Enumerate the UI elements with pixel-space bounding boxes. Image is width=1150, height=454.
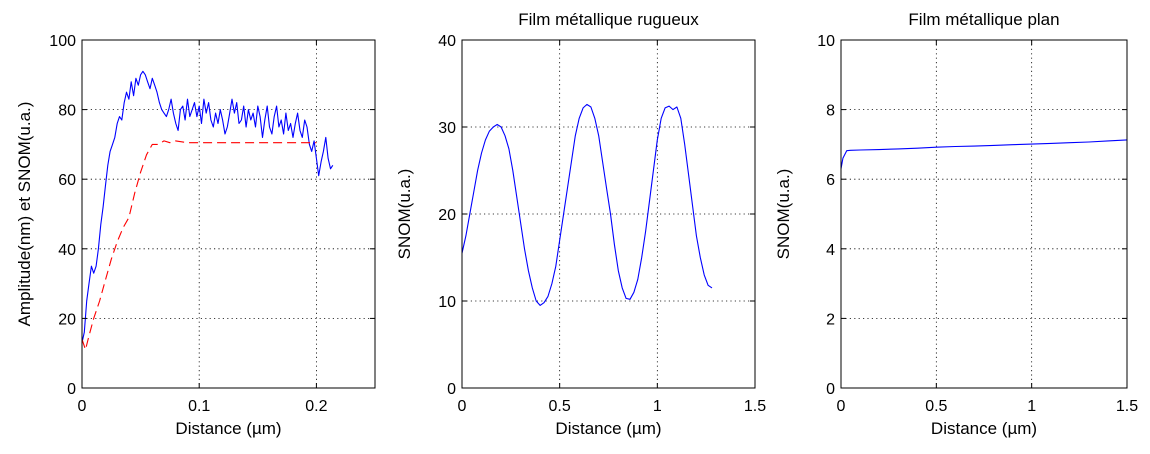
y-tick-label: 0 [67,381,76,398]
chart-panel-3: 0 0.5 1 1.5 0 2 4 6 8 10 Distance (µm) SNOM(u.a.) Fi… [774,10,1138,438]
x-axis-label: Distance (µm) [931,419,1037,438]
x-tick-label: 0.5 [549,398,571,415]
series-line-1 [81,70,334,343]
plot-frame [81,39,376,389]
y-tick-label: 10 [817,33,835,50]
y-tick-label: 0 [826,381,835,398]
x-tick-label: 0.1 [188,398,210,415]
y-tick-label: 4 [826,242,835,259]
x-axis-label: Distance (µm) [175,419,281,438]
series-line-1 [840,139,1128,169]
y-tick-label: 10 [438,294,456,311]
x-tick-label: 0 [458,398,467,415]
chart-title: Film métallique plan [908,10,1059,29]
y-tick-label: 6 [826,172,835,189]
x-tick-label: 0 [78,398,87,415]
y-tick-label: 20 [438,207,456,224]
y-axis-label: Amplitude(nm) et SNOM(u.a.) [15,102,34,327]
series-line-1 [461,103,713,306]
x-axis-label: Distance (µm) [555,419,661,438]
y-tick-label: 8 [826,103,835,120]
y-tick-label: 40 [58,242,76,259]
series-line-2 [81,140,317,351]
chart-panel-2: 0 0.5 1 1.5 0 10 20 30 40 Distance (µm) SNOM(u.a.)… [395,10,766,438]
x-tick-label: 0 [837,398,846,415]
x-tick-label: 0.2 [305,398,327,415]
chart-title: Film métallique rugueux [518,10,699,29]
y-tick-label: 0 [447,381,456,398]
x-tick-label: 1 [653,398,662,415]
y-tick-label: 30 [438,120,456,137]
y-tick-label: 100 [49,33,76,50]
x-tick-label: 1.5 [744,398,766,415]
plot-frame [840,39,1128,389]
y-axis-label: SNOM(u.a.) [395,169,414,260]
y-tick-label: 20 [58,311,76,328]
chart-panel-1: 0 0.1 0.2 0 20 40 60 80 100 Distance (µm) Amplitud… [15,33,376,438]
y-tick-label: 80 [58,103,76,120]
plot-frame [461,39,756,389]
x-tick-label: 1 [1027,398,1036,415]
y-tick-label: 2 [826,311,835,328]
x-tick-label: 0.5 [925,398,947,415]
y-axis-label: SNOM(u.a.) [774,169,793,260]
x-tick-label: 1.5 [1116,398,1138,415]
y-tick-label: 60 [58,172,76,189]
y-tick-label: 40 [438,33,456,50]
